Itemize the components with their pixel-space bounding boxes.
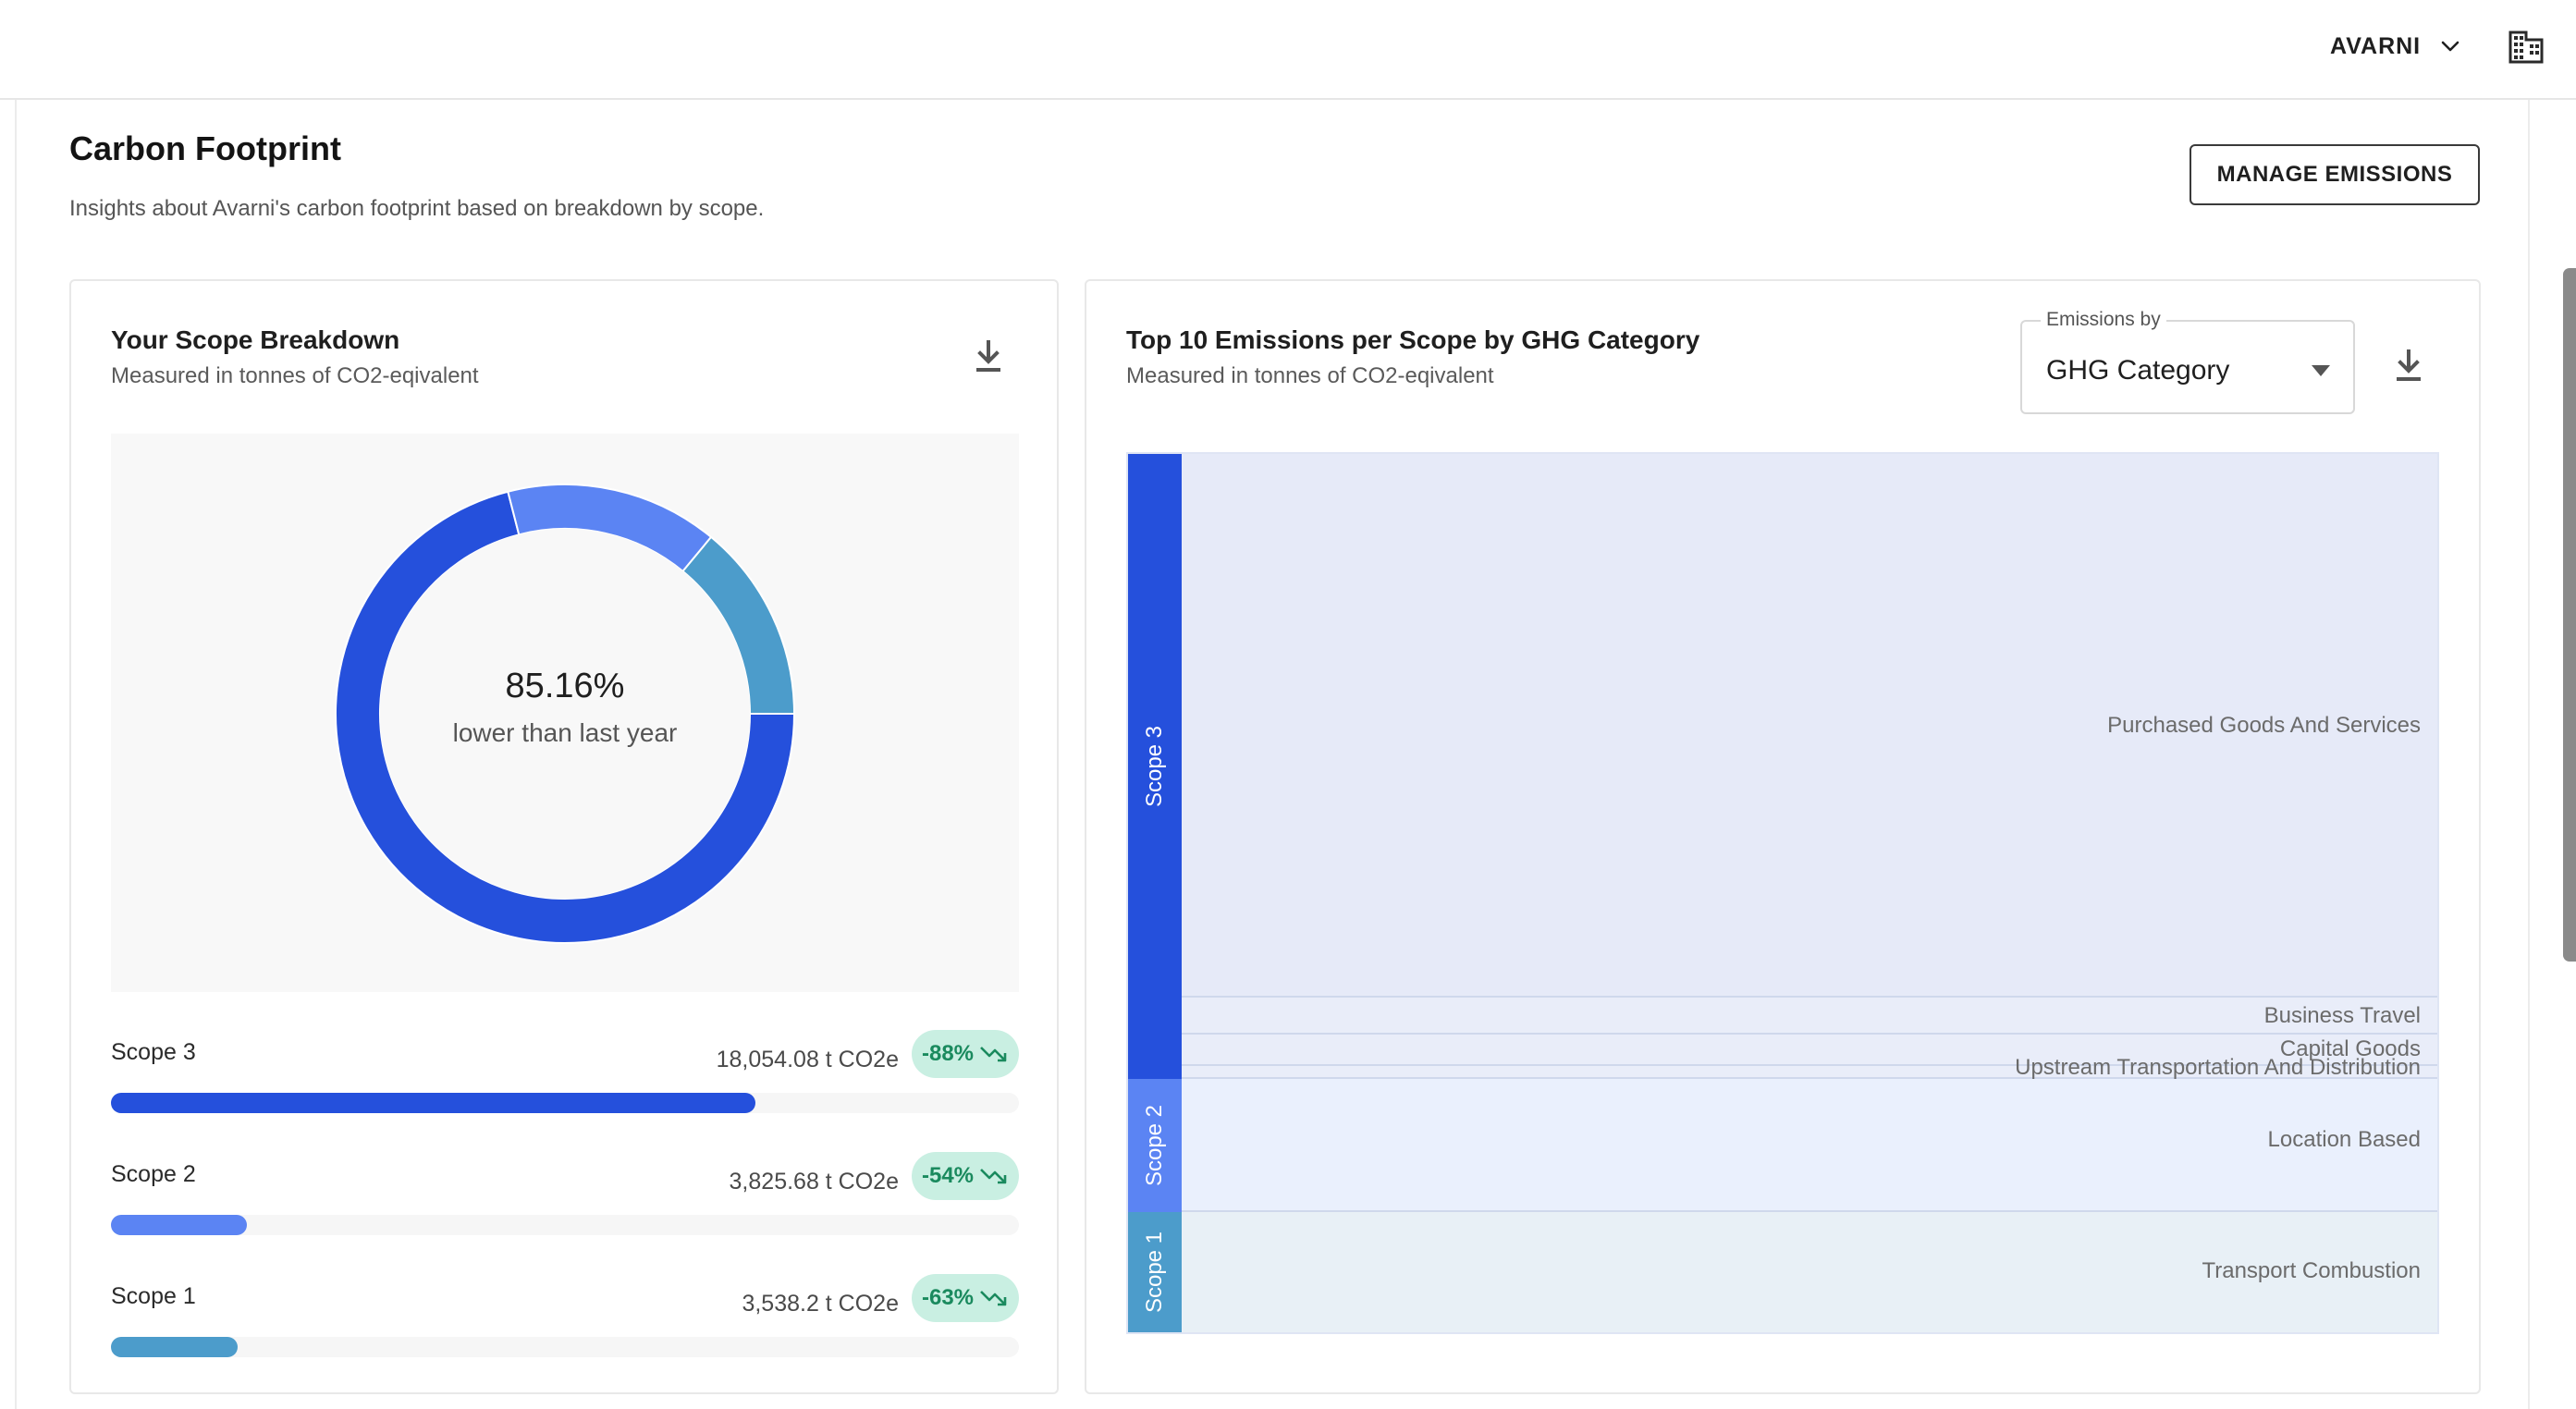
scope-label: Scope 2 [111,1161,196,1187]
emissions-by-select[interactable]: Emissions by GHG Category [2020,309,2355,414]
scope-breakdown-card: Your Scope Breakdown Measured in tonnes … [69,279,1059,1394]
manage-emissions-button[interactable]: MANAGE EMISSIONS [2190,144,2480,205]
treemap-scope-1[interactable]: Scope 1 [1128,1212,1182,1332]
scope-breakdown-subtitle: Measured in tonnes of CO2-eqivalent [111,363,479,388]
scope-value: 18,054.08 t CO2e [716,1047,899,1072]
change-percent: -54% [921,1163,975,1188]
scope-progress-fill [111,1215,248,1235]
donut-svg [335,484,796,944]
scope-row: Scope 3 18,054.08 t CO2e -88% [111,1030,1019,1132]
building-icon[interactable] [2508,28,2545,65]
treemap-cell[interactable]: Transport Combustion [1182,1212,2437,1332]
content-divider-right [2528,100,2530,1409]
treemap-cell-label: Business Travel [2263,1003,2421,1028]
treemap-scope-label: Scope 3 [1142,725,1168,808]
donut-center-caption: lower than last year [452,718,678,747]
treemap-cell-label: Location Based [2267,1127,2421,1152]
scope-progress-track [111,1337,1019,1357]
treemap-scope-label: Scope 1 [1142,1231,1168,1314]
top-bar: AVARNI [0,0,2576,100]
treemap-scope-3[interactable]: Scope 3 [1128,454,1182,1079]
page-subtitle: Insights about Avarni's carbon footprint… [69,196,765,221]
trending-down-icon [980,1169,1007,1184]
emissions-by-value: GHG Category [2046,355,2230,386]
ghg-treemap: Scope 3 Scope 2 Scope 1 Purchased Goods … [1126,452,2439,1334]
treemap-cell[interactable]: Business Travel [1182,998,2437,1035]
scope-row: Scope 1 3,538.2 t CO2e -63% [111,1274,1019,1376]
scrollbar-thumb[interactable] [2563,268,2576,962]
organization-switcher[interactable]: AVARNI [2330,26,2461,67]
scope-donut-chart: 85.16% lower than last year [111,434,1019,992]
content-divider [15,100,17,1409]
change-badge[interactable]: -63% [912,1274,1019,1322]
scope-breakdown-title: Your Scope Breakdown [111,325,400,354]
treemap-cell[interactable]: Capital Goods [1182,1035,2437,1066]
treemap-cell-label: Purchased Goods And Services [2107,713,2421,738]
page-title: Carbon Footprint [69,129,341,167]
download-icon[interactable] [2392,348,2425,385]
chevron-down-icon [2441,41,2459,52]
donut-center-value: 85.16% [505,667,625,705]
trending-down-icon [980,1047,1007,1062]
organization-name: AVARNI [2330,32,2422,59]
donut-slices [335,484,796,944]
ghg-category-card: Top 10 Emissions per Scope by GHG Catego… [1085,279,2481,1394]
scope-progress-fill [111,1093,756,1113]
scope-value: 3,538.2 t CO2e [742,1291,899,1317]
change-badge[interactable]: -54% [912,1152,1019,1200]
dropdown-arrow-icon [2312,365,2330,376]
change-percent: -88% [921,1041,975,1066]
scope-label: Scope 1 [111,1283,196,1309]
change-badge[interactable]: -88% [912,1030,1019,1078]
scope-progress-fill [111,1337,239,1357]
change-percent: -63% [921,1285,975,1310]
scope-progress-track [111,1215,1019,1235]
treemap-scope-label: Scope 2 [1142,1104,1168,1187]
emissions-by-label: Emissions by [2041,309,2166,331]
scope-row: Scope 2 3,825.68 t CO2e -54% [111,1152,1019,1254]
scope-value: 3,825.68 t CO2e [729,1169,899,1195]
treemap-cell[interactable]: Purchased Goods And Services [1182,454,2437,998]
treemap-cell-label: Upstream Transportation And Distribution [2015,1055,2421,1080]
scope-progress-track [111,1093,1019,1113]
treemap-cell-label: Transport Combustion [2202,1258,2421,1283]
treemap-scope-2[interactable]: Scope 2 [1128,1079,1182,1212]
scope-label: Scope 3 [111,1039,196,1065]
treemap-cell[interactable]: Location Based [1182,1079,2437,1212]
ghg-card-title: Top 10 Emissions per Scope by GHG Catego… [1126,325,1700,354]
treemap-cell[interactable]: Upstream Transportation And Distribution [1182,1055,2437,1080]
treemap-cell-label: Capital Goods [2279,1036,2421,1061]
donut-hole [380,529,750,899]
trending-down-icon [980,1291,1007,1306]
ghg-card-subtitle: Measured in tonnes of CO2-eqivalent [1126,363,1494,388]
download-icon[interactable] [972,338,1005,375]
